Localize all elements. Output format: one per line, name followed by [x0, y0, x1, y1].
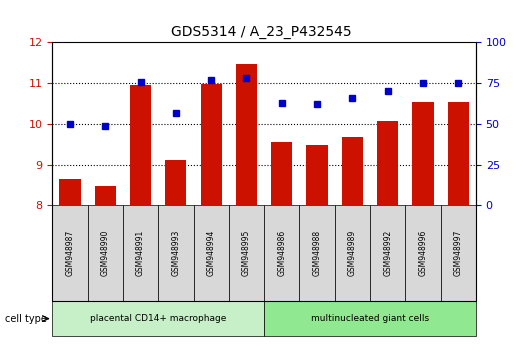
- Text: GSM948991: GSM948991: [136, 230, 145, 276]
- Text: GSM948989: GSM948989: [348, 230, 357, 276]
- Text: GDS5314 / A_23_P432545: GDS5314 / A_23_P432545: [171, 25, 352, 39]
- Text: GSM948993: GSM948993: [172, 230, 180, 276]
- Bar: [95, 186, 116, 354]
- Text: GSM948994: GSM948994: [207, 230, 215, 276]
- Bar: [306, 145, 327, 354]
- Text: GSM948996: GSM948996: [418, 230, 427, 276]
- Bar: [60, 179, 81, 354]
- Bar: [236, 64, 257, 354]
- Bar: [130, 85, 151, 354]
- Text: cell type: cell type: [5, 314, 47, 324]
- Text: multinucleated giant cells: multinucleated giant cells: [311, 314, 429, 323]
- Text: GSM948990: GSM948990: [101, 230, 110, 276]
- Bar: [271, 142, 292, 354]
- Text: GSM948986: GSM948986: [277, 230, 286, 276]
- Text: GSM948988: GSM948988: [313, 230, 322, 276]
- Text: GSM948992: GSM948992: [383, 230, 392, 276]
- Text: GSM948997: GSM948997: [454, 230, 463, 276]
- Bar: [342, 137, 363, 354]
- Text: placental CD14+ macrophage: placental CD14+ macrophage: [90, 314, 226, 323]
- Text: GSM948995: GSM948995: [242, 230, 251, 276]
- Bar: [377, 121, 398, 354]
- Bar: [412, 102, 434, 354]
- Bar: [165, 160, 186, 354]
- Bar: [448, 102, 469, 354]
- Text: GSM948987: GSM948987: [65, 230, 74, 276]
- Bar: [200, 84, 222, 354]
